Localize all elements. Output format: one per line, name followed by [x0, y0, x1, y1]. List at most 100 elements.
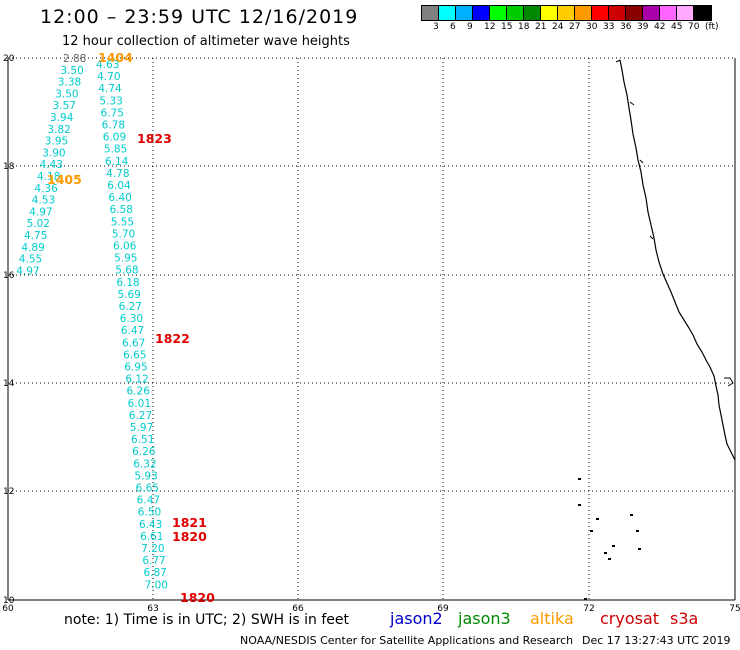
track-value-right: 4.70	[97, 71, 120, 83]
legend-swatch	[558, 6, 575, 20]
track-value-right: 7.20	[141, 543, 164, 555]
track-value-right: 6.27	[129, 410, 152, 422]
island	[638, 548, 641, 550]
legend-label: 6	[450, 22, 456, 32]
track-value-left: 3.57	[53, 100, 76, 112]
legend-label: 21	[535, 22, 547, 32]
track-value-right: 6.50	[138, 507, 161, 519]
island	[578, 478, 581, 480]
coastline-detail	[615, 59, 734, 387]
map-title: 12:00 – 23:59 UTC 12/16/2019	[40, 6, 359, 28]
legend-label: (ft)	[705, 22, 719, 32]
island	[636, 530, 639, 532]
track-value-right: 6.09	[103, 132, 126, 144]
legend-swatch	[524, 6, 541, 20]
satellite-legend-item: jason3	[458, 609, 511, 628]
track-value-left: 3.50	[55, 88, 78, 100]
lon-axis-label: 66	[292, 604, 304, 614]
lon-axis-label: 63	[147, 604, 158, 614]
track-time-label: 1823	[137, 131, 172, 146]
axis-labels: 60 63 66 69 72 75 20 18 16 14 12 10	[2, 54, 740, 614]
track-value-right: 4.78	[106, 168, 129, 180]
track-time-label: 1821	[172, 515, 207, 530]
track-value-right: 5.97	[130, 422, 153, 434]
legend-swatch	[626, 6, 643, 20]
legend-swatch	[490, 6, 507, 20]
lat-axis-label: 10	[3, 596, 15, 606]
footer-timestamp: Dec 17 13:27:43 UTC 2019	[582, 634, 731, 647]
track-value-right: 6.47	[121, 325, 144, 337]
legend-label: 39	[637, 22, 649, 32]
legend-label: 3	[433, 22, 439, 32]
legend-label: 42	[654, 22, 666, 32]
track-value-left: 4.18	[37, 171, 60, 183]
track-value-right: 6.67	[122, 337, 145, 349]
track-value-left: 3.90	[42, 147, 65, 159]
legend-swatch	[609, 6, 626, 20]
track-time-label: 1820	[172, 529, 207, 544]
track-value-right: 5.93	[134, 470, 157, 482]
track-value-right: 6.61	[140, 531, 163, 543]
map-subtitle: 12 hour collection of altimeter wave hei…	[62, 34, 350, 49]
track-value-right: 6.40	[108, 192, 131, 204]
coastline	[578, 59, 736, 600]
track-value-right: 5.33	[99, 95, 122, 107]
island	[590, 530, 593, 532]
islands	[578, 478, 641, 600]
track-value-left: 4.36	[34, 183, 58, 195]
track-value-right: 6.43	[139, 519, 162, 531]
lon-axis-label: 75	[729, 604, 740, 614]
island	[596, 518, 599, 520]
track-time-label: 1404	[98, 50, 133, 65]
lon-axis-label: 72	[583, 604, 594, 614]
track-time-label: 1820	[180, 590, 215, 605]
track-value-right: 6.01	[128, 398, 151, 410]
lat-axis-label: 18	[3, 162, 15, 172]
track-value-right: 5.68	[115, 265, 138, 277]
track-value-right: 6.14	[105, 156, 129, 168]
track-value-right: 6.32	[133, 458, 156, 470]
track-value-right: 5.70	[112, 228, 135, 240]
track-value-left: 4.43	[40, 159, 63, 171]
track-value-right: 6.27	[119, 301, 142, 313]
track-value-right: 6.26	[127, 386, 151, 398]
track-value-left: 3.94	[50, 112, 74, 124]
track-value-right: 6.95	[124, 362, 147, 374]
track-value-right: 6.87	[143, 567, 166, 579]
track-value-right: 6.18	[116, 277, 139, 289]
footer-note: note: 1) Time is in UTC; 2) SWH is in fe…	[64, 612, 350, 628]
legend-label: 33	[603, 22, 615, 32]
legend-swatch	[677, 6, 694, 20]
track-value-left: 4.55	[19, 254, 42, 266]
track-value-left: 4.97	[16, 265, 39, 277]
track-value-left: 3.95	[45, 136, 68, 148]
track-value-right: 6.06	[113, 241, 137, 253]
footer-credit: NOAA/NESDIS Center for Satellite Applica…	[240, 634, 574, 647]
track-value-right: 6.26	[132, 446, 156, 458]
track-value-left: 5.02	[27, 218, 50, 230]
legend-swatch	[439, 6, 456, 20]
legend-label: 9	[467, 22, 473, 32]
track-value-right: 6.51	[131, 434, 154, 446]
track-value-right: 6.58	[110, 204, 133, 216]
track-value-right: 6.47	[137, 495, 160, 507]
lat-axis-label: 12	[3, 487, 14, 497]
legend-label: 70	[688, 22, 700, 32]
legend-label: 45	[671, 22, 683, 32]
track-value-right: 7.00	[145, 579, 168, 591]
track-time-label: 1822	[155, 331, 190, 346]
legend-label: 30	[586, 22, 598, 32]
lat-axis-label: 16	[3, 271, 15, 281]
track-value-right: 6.78	[102, 120, 125, 132]
satellite-track-values: 2.883.503.383.503.573.943.823.953.904.43…	[16, 53, 168, 591]
satellite-legend-item: altika	[530, 609, 574, 628]
island	[578, 504, 581, 506]
track-value-left: 2.88	[63, 53, 86, 65]
track-value-right: 5.55	[111, 216, 134, 228]
track-value-right: 5.69	[117, 289, 140, 301]
legend-swatch	[456, 6, 473, 20]
track-value-right: 6.75	[101, 107, 124, 119]
legend-swatch	[507, 6, 524, 20]
track-value-left: 4.53	[32, 195, 55, 207]
